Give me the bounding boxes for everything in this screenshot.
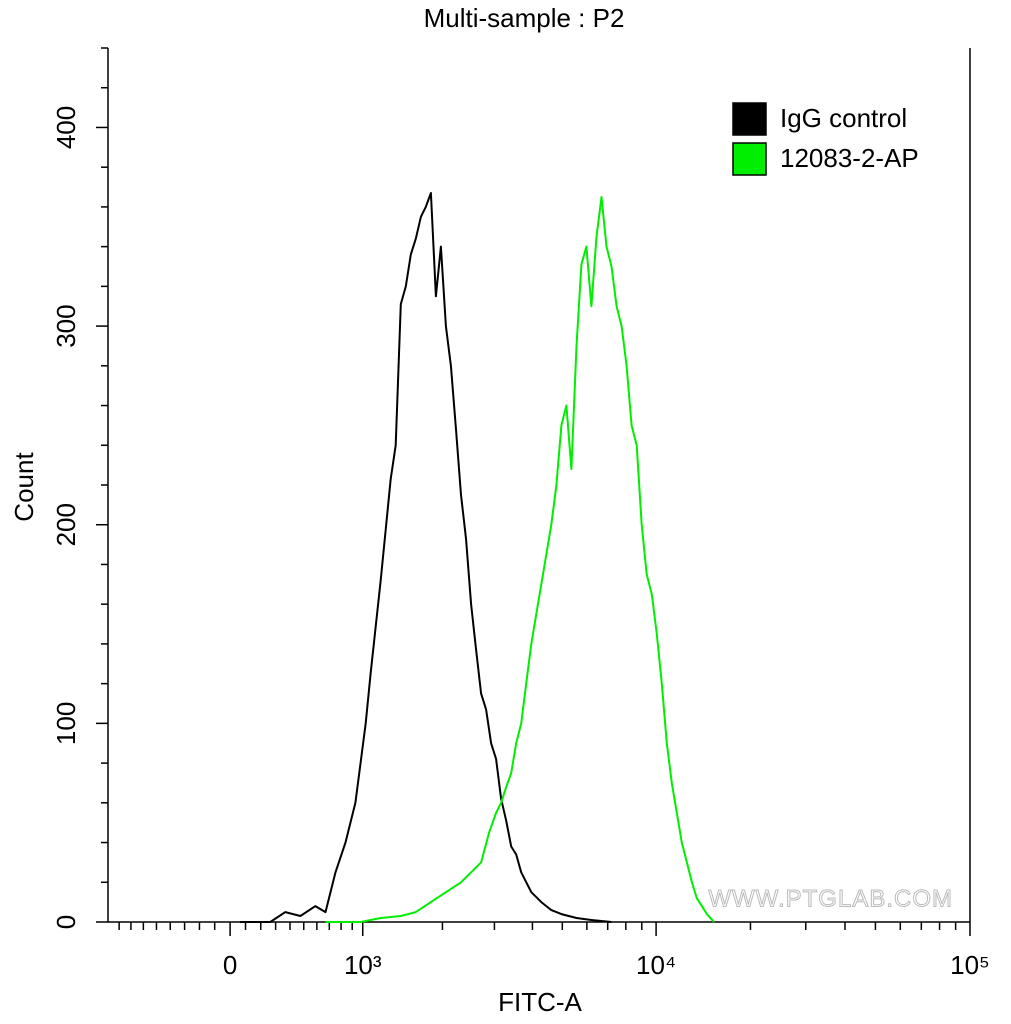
x-tick-label: 10³	[344, 950, 382, 980]
x-tick-label: 10⁴	[636, 950, 676, 980]
chart-title: Multi-sample : P2	[424, 3, 625, 33]
series-line	[240, 192, 612, 923]
x-tick-label: 10⁵	[950, 950, 990, 980]
y-tick-label: 0	[51, 915, 81, 929]
y-tick-label: 200	[51, 503, 81, 546]
legend-label: IgG control	[780, 103, 907, 133]
x-tick-label: 0	[223, 950, 237, 980]
y-tick-label: 400	[51, 106, 81, 149]
series-line	[325, 196, 715, 923]
y-tick-label: 100	[51, 702, 81, 745]
x-axis-label: FITC-A	[498, 987, 582, 1017]
y-tick-label: 300	[51, 304, 81, 347]
y-axis-label: Count	[9, 452, 39, 522]
legend-label: 12083-2-AP	[780, 143, 919, 173]
legend-swatch	[732, 102, 767, 136]
watermark: WWW.PTGLAB.COM	[708, 885, 953, 912]
legend-swatch	[732, 142, 767, 176]
